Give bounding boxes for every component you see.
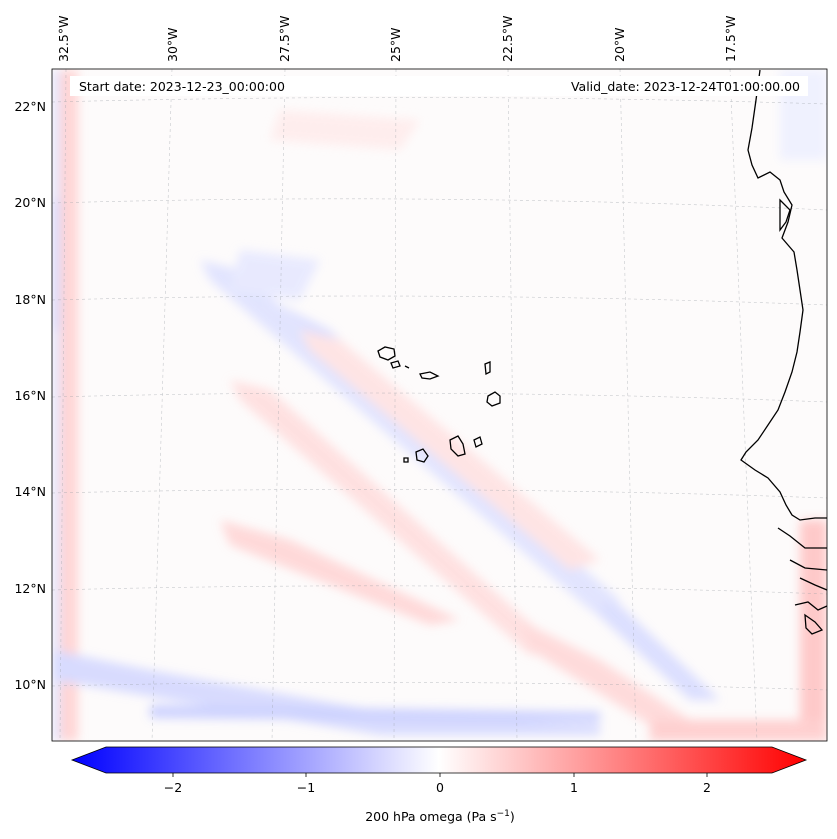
lon-label-20w: 20°W <box>612 27 627 62</box>
valid-date-text: Valid_date: 2023-12-24T01:00:00.00 <box>571 79 800 94</box>
colorbar-ticks <box>172 773 708 777</box>
lon-label-30w: 30°W <box>165 27 180 62</box>
coastline <box>740 69 827 635</box>
longitude-labels: 32.5°W 30°W 27.5°W 25°W 22.5°W 20°W 17.5… <box>56 16 738 62</box>
lat-label-12n: 12°N <box>14 581 46 596</box>
lon-label-22-5w: 22.5°W <box>500 16 515 62</box>
graticule <box>52 69 827 741</box>
map-frame <box>51 68 828 742</box>
latitude-labels: 22°N 20°N 18°N 16°N 14°N 12°N 10°N <box>14 99 46 692</box>
colorbar-tick-neg1: −1 <box>297 780 315 795</box>
colorbar-bar <box>70 746 808 774</box>
omega-field <box>52 70 827 741</box>
lat-label-20n: 20°N <box>14 195 46 210</box>
colorbar-tick-2: 2 <box>703 780 711 795</box>
lon-label-32-5w: 32.5°W <box>56 16 71 62</box>
lat-label-14n: 14°N <box>14 484 46 499</box>
lat-label-10n: 10°N <box>14 677 46 692</box>
lat-label-22n: 22°N <box>14 99 46 114</box>
lon-label-17-5w: 17.5°W <box>723 16 738 62</box>
lon-label-27-5w: 27.5°W <box>277 16 292 62</box>
colorbar-label: 200 hPa omega (Pa s−1) <box>365 809 515 824</box>
colorbar-tick-1: 1 <box>570 780 578 795</box>
start-date-text: Start date: 2023-12-23_00:00:00 <box>79 79 285 94</box>
cape-verde-islands <box>377 346 501 463</box>
colorbar: −2 −1 0 1 2 200 hPa omega (Pa s−1) <box>70 746 808 824</box>
map-panel <box>52 69 827 741</box>
lat-label-16n: 16°N <box>14 388 46 403</box>
lon-label-25w: 25°W <box>388 27 403 62</box>
header-box <box>70 76 808 96</box>
lat-label-18n: 18°N <box>14 292 46 307</box>
colorbar-tick-neg2: −2 <box>164 780 182 795</box>
colorbar-tick-0: 0 <box>436 780 444 795</box>
